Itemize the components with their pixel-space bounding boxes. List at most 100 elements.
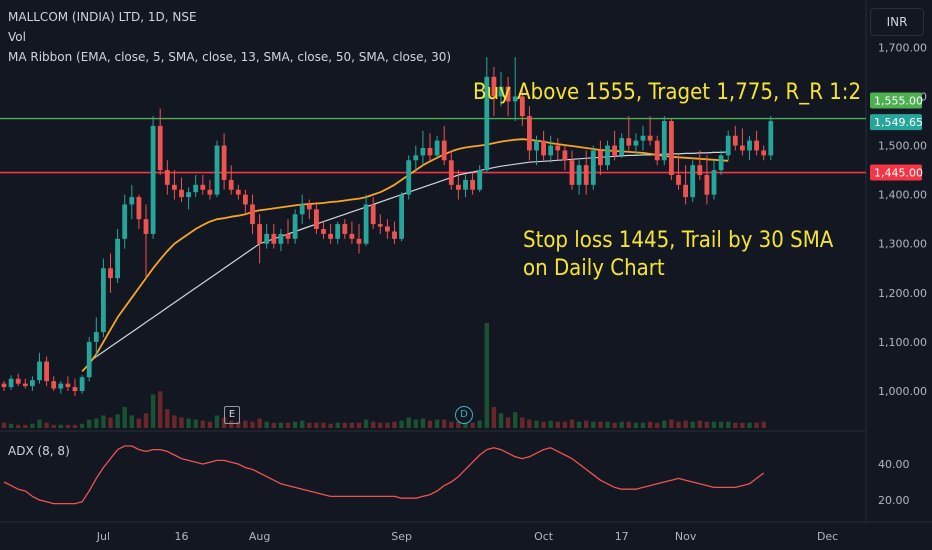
volume-bar: [300, 420, 305, 428]
candle-body: [143, 219, 149, 234]
volume-bar: [356, 422, 362, 428]
earnings-marker[interactable]: E: [224, 406, 240, 424]
candle-body: [633, 140, 639, 146]
symbol-title[interactable]: MALLCOM (INDIA) LTD, 1D, NSE: [8, 10, 197, 24]
price-axis-label: 1,400.00: [878, 189, 927, 202]
volume-bar: [292, 421, 298, 428]
candle-body: [86, 341, 92, 378]
volume-bar: [58, 424, 63, 428]
volume-bar: [349, 422, 355, 428]
price-axis-label: 1,100.00: [878, 336, 927, 349]
candle-body: [363, 204, 369, 244]
candle-body: [321, 229, 326, 234]
volume-bar: [761, 421, 766, 428]
ma-ribbon-legend[interactable]: MA Ribbon (EMA, close, 5, SMA, close, 13…: [8, 50, 452, 64]
volume-bar: [186, 418, 191, 428]
price-axis-label: 1,700.00: [878, 41, 927, 54]
candle-body: [505, 86, 511, 102]
volume-bar: [569, 419, 575, 428]
candle-body: [740, 145, 745, 151]
volume-bar: [747, 422, 752, 428]
volume-bar: [207, 421, 213, 428]
candle-body: [661, 121, 667, 161]
candle-body: [278, 233, 284, 244]
candle-body: [221, 145, 227, 180]
volume-bar: [250, 421, 255, 428]
volume-bar: [285, 422, 291, 428]
candle-body: [654, 140, 660, 161]
volume-bar: [307, 422, 312, 428]
volume-bar: [541, 421, 546, 428]
volume-bar: [754, 422, 759, 428]
candle-body: [747, 140, 752, 151]
volume-bar: [633, 422, 639, 428]
candle-body: [598, 150, 603, 166]
volume-legend[interactable]: Vol: [8, 30, 26, 44]
candle-body: [612, 145, 617, 156]
volume-bar: [406, 417, 411, 428]
candle-body: [392, 231, 397, 239]
volume-bar: [65, 424, 71, 428]
candle-body: [690, 165, 696, 198]
volume-bar: [534, 420, 539, 428]
price-axis-label: 1,000.00: [878, 385, 927, 398]
candle-body: [264, 233, 270, 244]
candle-body: [385, 226, 390, 232]
volume-bar: [505, 417, 511, 428]
volume-bar: [392, 421, 397, 428]
candle-body: [583, 165, 589, 185]
volume-bar: [172, 415, 177, 428]
volume-bar: [477, 420, 482, 428]
volume-bar: [314, 422, 319, 428]
volume-bar: [555, 421, 560, 428]
candle-body: [441, 140, 447, 161]
candle-body: [356, 238, 362, 244]
volume-bar: [605, 421, 610, 428]
volume-bar: [420, 418, 426, 428]
volume-bar: [385, 422, 390, 428]
time-axis-label: Sep: [391, 530, 412, 543]
time-axis-label: Oct: [534, 530, 554, 543]
candle-body: [541, 140, 546, 156]
candle-body: [51, 381, 57, 389]
volume-bar: [726, 421, 731, 428]
candle-body: [257, 224, 262, 244]
volume-bar: [122, 407, 127, 428]
currency-button[interactable]: INR: [870, 8, 924, 36]
volume-bar: [193, 419, 198, 428]
candle-body: [1, 383, 7, 388]
volume-bar: [363, 419, 369, 428]
volume-bar: [399, 420, 404, 428]
volume-bar: [690, 421, 695, 428]
candle-body: [72, 387, 78, 391]
candle-body: [328, 233, 333, 239]
candle-body: [306, 204, 312, 210]
volume-bar: [498, 413, 504, 428]
volume-bar: [513, 412, 518, 428]
time-axis-label: Aug: [249, 530, 270, 543]
volume-bar: [562, 421, 568, 428]
volume-bar: [576, 421, 582, 428]
candle-body: [299, 204, 305, 215]
candle-body: [15, 378, 21, 384]
volume-bar: [626, 421, 631, 428]
candle-body: [108, 268, 113, 279]
volume-bar: [640, 422, 646, 428]
volume-bar: [8, 423, 14, 428]
candle-body: [576, 165, 582, 185]
time-axis-label: Dec: [817, 530, 838, 543]
candle-body: [243, 194, 248, 205]
candle-body: [314, 209, 319, 230]
volume-bar: [200, 420, 205, 428]
candle-body: [420, 148, 426, 156]
volume-bar: [612, 422, 617, 428]
candle-body: [228, 179, 234, 190]
dividend-marker[interactable]: D: [455, 406, 473, 424]
candle-body: [718, 155, 724, 171]
volume-bar: [179, 417, 184, 428]
candle-body: [164, 170, 170, 185]
volume-bar: [619, 421, 624, 428]
candle-body: [235, 189, 241, 195]
